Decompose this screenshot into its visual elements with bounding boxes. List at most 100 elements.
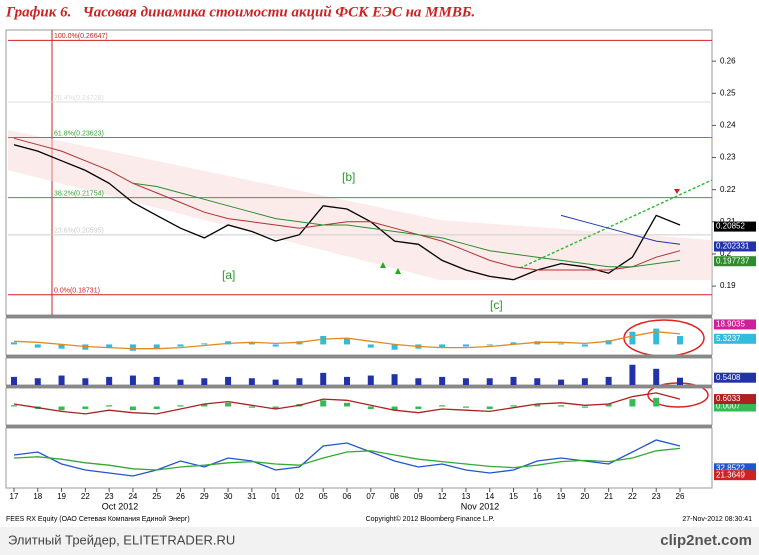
fib-label: 38.2%(0.21754) [54,190,104,197]
panel-bar [605,376,612,385]
month-label: Oct 2012 [102,501,139,511]
panel-bar [11,405,17,407]
value-box [714,221,756,232]
channel [8,130,712,280]
y-tick-label: 0.25 [720,88,736,97]
value-box [714,256,756,267]
value-label: 0.197737 [716,256,750,265]
panel-bar [653,368,660,385]
fib-label: 0.0%(0.18731) [54,288,100,295]
value-label: 0.5408 [716,373,741,382]
panel-bar [248,406,255,408]
panel-bar [367,344,374,348]
value-label: 0.6033 [716,394,741,403]
series-line [132,182,681,268]
panel-line [13,331,681,350]
panel-bar [34,344,41,348]
panel-bar [272,406,279,409]
x-tick-label: 31 [247,492,256,501]
x-tick-label: 26 [176,492,185,501]
x-tick-label: 06 [343,492,352,501]
x-tick-label: 07 [366,492,375,501]
panel-bar [34,378,41,385]
x-tick-label: 19 [57,492,66,501]
panel-bar [153,344,160,349]
fib-label: 61.8%(0.23623) [54,130,104,137]
panel-bar [296,378,303,385]
panel-line [13,447,681,471]
panel-bar [129,375,136,385]
x-tick-label: 05 [319,492,328,501]
panel-bar [177,405,184,407]
panel-bar [439,376,446,385]
panel-bar [581,378,588,385]
panel-bar [462,378,469,385]
x-tick-label: 22 [81,492,90,501]
panel-bar [177,379,184,385]
signal [395,268,401,274]
panel-bar [11,376,17,385]
panel-bar [177,344,184,347]
panel-bar [415,378,422,385]
bottom-text: Элитный Трейдер, ELITETRADER.RU [8,532,235,547]
y-tick-label: 0.22 [720,185,736,194]
panel-bar [391,406,398,411]
panel-bar [439,405,446,407]
x-tick-label: 30 [224,492,233,501]
value-label: 0.0007 [716,402,741,411]
panel-bar [462,344,469,347]
panel-bar [201,343,208,345]
panel-divider [6,385,712,388]
chart-title: График 6. Часовая динамика стоимости акц… [5,4,475,20]
panel-bar [534,404,541,407]
wave-label: [b] [342,170,355,184]
panel-bar [106,376,113,385]
x-tick-label: 21 [604,492,613,501]
panel-bar [653,328,660,345]
panel-bar [344,338,350,345]
panel-bar [558,405,565,407]
panel-bar [320,372,327,385]
panel-bar [320,335,327,345]
panel-bar [82,406,89,409]
x-tick-label: 24 [128,492,137,501]
panel-bar [462,406,469,408]
panel-bar [367,406,374,409]
value-box [714,333,756,344]
series-line [13,137,681,271]
panel-bar [129,344,136,351]
x-tick-label: 22 [628,492,637,501]
fib-label: 76.4%(0.24728) [54,95,104,102]
x-tick-label: 17 [10,492,19,501]
y-tick-label: 0.24 [720,121,736,130]
panel-bar [106,344,113,348]
panel-bar [510,376,517,385]
y-tick-label: 0.26 [720,56,736,65]
panel-bar [248,378,255,385]
panel-bar [391,374,398,385]
value-box [714,394,756,405]
x-tick-label: 16 [533,492,542,501]
panel-bar [629,331,636,345]
series-line [13,144,681,281]
wave-label: [a] [222,268,235,282]
value-label: 18.9035 [716,320,745,329]
bottom-bar [0,527,759,555]
x-tick-label: 12 [438,492,447,501]
panel-bar [581,344,588,347]
panel-bar [344,376,350,385]
value-box [714,319,756,330]
panel-line [13,439,681,477]
panel-bar [201,378,208,385]
panel-bar [486,344,493,346]
panel-bar [605,340,612,345]
y-tick-label: 0.19 [720,281,736,290]
panel-divider [6,425,712,428]
x-tick-label: 13 [461,492,470,501]
x-tick-label: 23 [652,492,661,501]
value-box [714,470,756,481]
month-label: Nov 2012 [461,501,500,511]
value-label: 0.20852 [716,222,745,231]
value-box [714,401,756,412]
